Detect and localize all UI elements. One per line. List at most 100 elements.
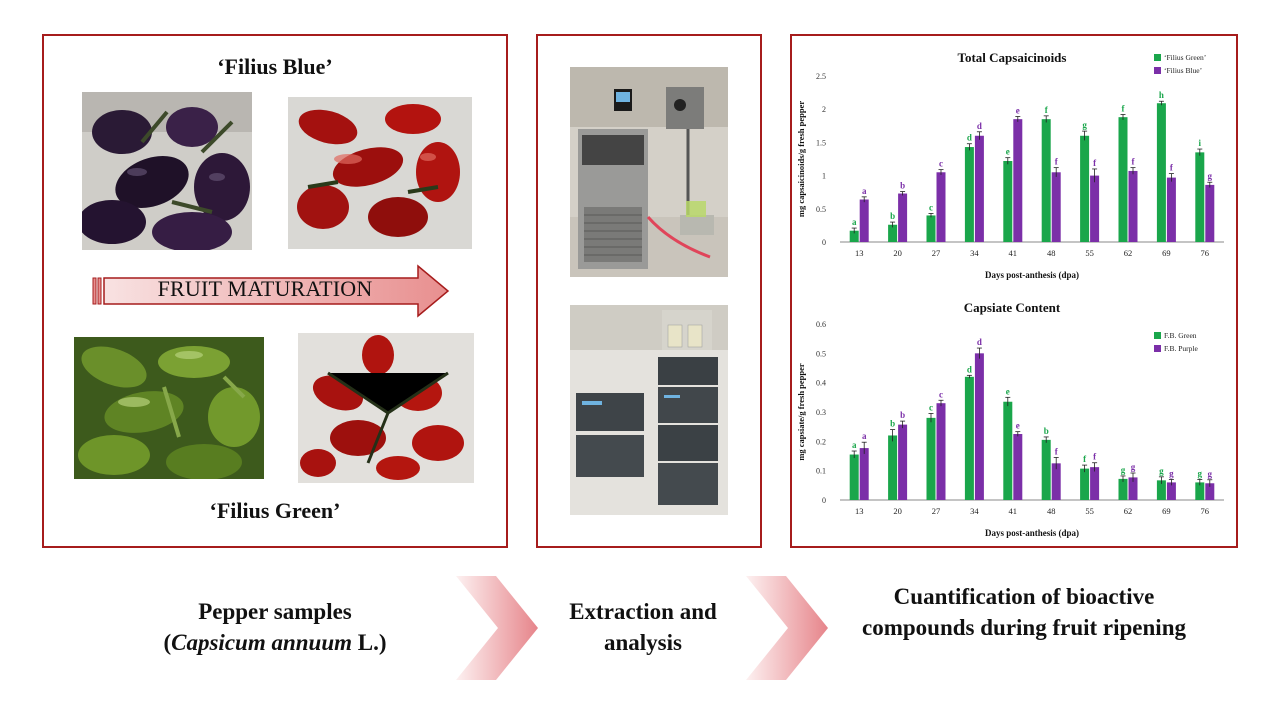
y-tick-label: 2	[822, 105, 826, 114]
x-tick-label: 55	[1085, 506, 1094, 516]
bar	[1128, 477, 1138, 500]
legend-label: F.B. Purple	[1164, 344, 1198, 353]
legend-label: F.B. Green	[1164, 331, 1197, 340]
significance-letter: f	[1055, 157, 1059, 167]
y-tick-label: 0.5	[816, 205, 826, 214]
legend-swatch	[1154, 345, 1161, 352]
bar	[1003, 401, 1013, 500]
significance-letter: d	[977, 337, 982, 347]
bar	[1195, 152, 1205, 242]
x-tick-label: 27	[932, 248, 941, 258]
legend-swatch	[1154, 54, 1161, 61]
bar	[898, 193, 908, 242]
chart-title: Capsiate Content	[964, 300, 1061, 315]
significance-letter: e	[1006, 386, 1010, 396]
bar	[926, 417, 936, 500]
significance-letter: a	[852, 217, 857, 227]
y-tick-label: 0	[822, 496, 826, 505]
y-tick-label: 0.3	[816, 408, 826, 417]
bar	[898, 424, 908, 500]
x-tick-label: 13	[855, 506, 864, 516]
bar	[926, 215, 936, 242]
significance-letter: g	[1198, 468, 1203, 478]
y-axis-label: mg capsiate/g fresh pepper	[796, 363, 806, 461]
significance-letter: f	[1170, 163, 1174, 173]
bar	[1051, 463, 1061, 500]
bar	[964, 147, 974, 242]
capsiate-content-chart: Capsiate Content 0 0.1 0.2 0.3 0.4 0.5 0.6 mg ca…	[796, 292, 1232, 540]
bar	[859, 448, 869, 500]
x-tick-label: 69	[1162, 248, 1171, 258]
y-tick-label: 0.1	[816, 467, 826, 476]
x-tick-label: 76	[1201, 248, 1210, 258]
bar	[1166, 177, 1176, 242]
significance-letter: b	[900, 181, 905, 191]
significance-letter: d	[967, 133, 972, 143]
bar	[964, 376, 974, 500]
significance-letter: a	[862, 431, 867, 441]
maturation-arrow	[92, 264, 450, 318]
bar	[1080, 468, 1090, 500]
bar	[1013, 434, 1023, 500]
significance-letter: g	[1208, 469, 1213, 479]
significance-letter: f	[1122, 104, 1126, 114]
significance-letter: f	[1132, 157, 1136, 167]
bar	[1156, 480, 1166, 500]
bar	[859, 199, 869, 242]
quantification-caption: Cuantification of bioactive compounds du…	[862, 584, 1186, 640]
significance-letter: b	[890, 419, 895, 429]
bar	[1051, 172, 1061, 242]
legend-swatch	[1154, 67, 1161, 74]
significance-letter: a	[852, 440, 857, 450]
bar	[1128, 170, 1138, 242]
extraction-caption: Extraction and analysis	[569, 599, 717, 655]
significance-letter: h	[1159, 90, 1164, 100]
significance-letter: b	[900, 410, 905, 420]
red-peppers-photo-top	[288, 97, 472, 249]
significance-letter: a	[862, 186, 867, 196]
bar	[974, 135, 984, 242]
legend-label: ‘Filius Green’	[1164, 53, 1206, 62]
x-tick-label: 48	[1047, 506, 1056, 516]
bar	[936, 172, 946, 242]
green-peppers-photo	[74, 337, 264, 479]
legend-swatch	[1154, 332, 1161, 339]
bar	[1003, 160, 1013, 242]
purple-peppers-photo	[82, 92, 252, 250]
x-tick-label: 34	[970, 248, 979, 258]
x-tick-label: 20	[893, 506, 902, 516]
significance-letter: e	[1016, 106, 1020, 116]
significance-letter: c	[939, 159, 943, 169]
y-tick-label: 0	[822, 238, 826, 247]
bar	[1090, 175, 1100, 242]
filius-green-label: ‘Filius Green’	[209, 498, 341, 523]
significance-letter: i	[1199, 138, 1202, 148]
flow-chevron-2	[746, 576, 828, 680]
bar	[1166, 482, 1176, 500]
x-axis-label: Days post-anthesis (dpa)	[985, 270, 1079, 280]
x-tick-label: 76	[1201, 506, 1210, 516]
y-tick-label: 0.4	[816, 379, 826, 388]
y-tick-label: 0.6	[816, 320, 826, 329]
significance-letter: e	[1006, 147, 1010, 157]
bar	[1090, 467, 1100, 500]
bar	[888, 435, 898, 500]
significance-letter: e	[1016, 421, 1020, 431]
significance-letter: c	[939, 389, 943, 399]
significance-letter: g	[1169, 468, 1174, 478]
y-tick-label: 0.5	[816, 349, 826, 358]
bar	[974, 353, 984, 500]
x-tick-label: 27	[932, 506, 941, 516]
filius-blue-label: ‘Filius Blue’	[217, 54, 333, 79]
significance-letter: g	[1082, 120, 1087, 130]
bar	[1080, 135, 1090, 242]
significance-letter: f	[1083, 454, 1087, 464]
significance-letter: f	[1093, 158, 1097, 168]
significance-letter: d	[967, 364, 972, 374]
significance-letter: g	[1131, 462, 1136, 472]
x-tick-label: 20	[893, 248, 902, 258]
x-tick-label: 55	[1085, 248, 1094, 258]
significance-letter: d	[977, 121, 982, 131]
legend-label: ‘Filius Blue’	[1164, 66, 1202, 75]
significance-letter: b	[890, 211, 895, 221]
